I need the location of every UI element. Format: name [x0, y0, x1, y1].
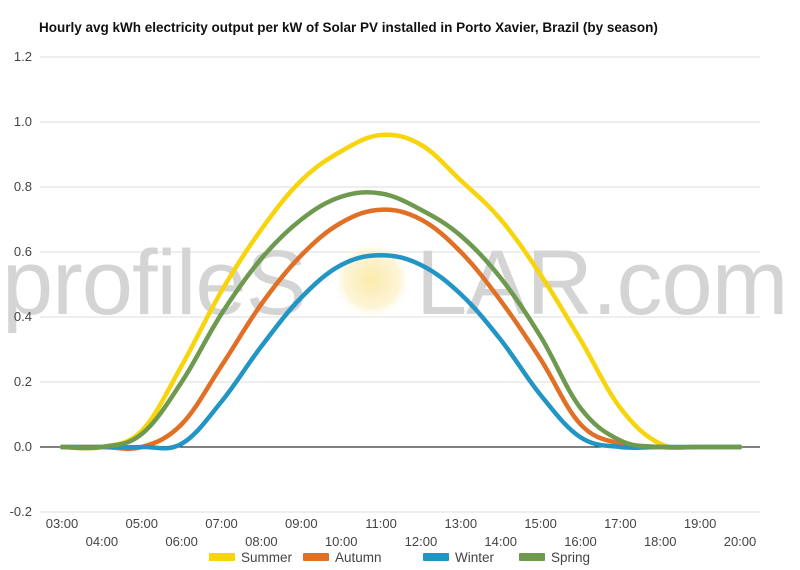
legend-label-autumn: Autumn: [335, 550, 382, 565]
legend-swatch-spring: [519, 553, 545, 561]
y-tick-label: 0.0: [14, 439, 32, 454]
y-tick-label: 0.2: [14, 374, 32, 389]
legend-label-summer: Summer: [241, 550, 293, 565]
y-tick-label: 0.8: [14, 179, 32, 194]
x-tick-label: 16:00: [564, 534, 597, 549]
series-lines: [59, 132, 743, 452]
y-tick-label: 0.4: [14, 309, 32, 324]
x-tick-label: 09:00: [285, 516, 318, 531]
x-tick-label: 19:00: [684, 516, 717, 531]
x-tick-label: 17:00: [604, 516, 637, 531]
x-tick-label: 13:00: [445, 516, 478, 531]
series-line-winter: [59, 253, 743, 451]
x-tick-label: 07:00: [205, 516, 238, 531]
x-tick-label: 06:00: [165, 534, 198, 549]
y-tick-label: -0.2: [10, 504, 32, 519]
watermark-text-left: profileS: [2, 232, 306, 334]
x-tick-label: 18:00: [644, 534, 677, 549]
legend: Summer Autumn Winter Spring: [209, 550, 590, 565]
x-tick-label: 05:00: [125, 516, 158, 531]
series-line-autumn: [59, 207, 743, 452]
x-tick-label: 12:00: [405, 534, 438, 549]
legend-swatch-winter: [423, 553, 449, 561]
x-tick-label: 14:00: [484, 534, 517, 549]
chart-title: Hourly avg kWh electricity output per kW…: [39, 20, 658, 35]
x-tick-label: 03:00: [46, 516, 79, 531]
x-axis-ticks: 03:00 04:00 05:00 06:00 07:00 08:00 09:00 10:00…: [46, 516, 757, 549]
x-tick-label: 08:00: [245, 534, 278, 549]
legend-swatch-summer: [209, 553, 235, 561]
series-line-spring: [59, 190, 743, 451]
watermark-sun-logo: [332, 240, 412, 320]
x-tick-label: 20:00: [724, 534, 757, 549]
y-axis-ticks: -0.2 0.0 0.2 0.4 0.6 0.8 1.0 1.2: [10, 49, 32, 519]
x-tick-label: 15:00: [524, 516, 557, 531]
legend-swatch-autumn: [303, 553, 329, 561]
watermark: profileS LAR.com: [2, 232, 788, 334]
y-tick-label: 0.6: [14, 244, 32, 259]
legend-label-winter: Winter: [455, 550, 495, 565]
x-tick-label: 10:00: [325, 534, 358, 549]
legend-label-spring: Spring: [551, 550, 590, 565]
y-tick-label: 1.2: [14, 49, 32, 64]
x-tick-label: 11:00: [365, 516, 397, 531]
series-line-summer: [59, 132, 743, 451]
x-tick-label: 04:00: [86, 534, 119, 549]
y-tick-label: 1.0: [14, 114, 32, 129]
